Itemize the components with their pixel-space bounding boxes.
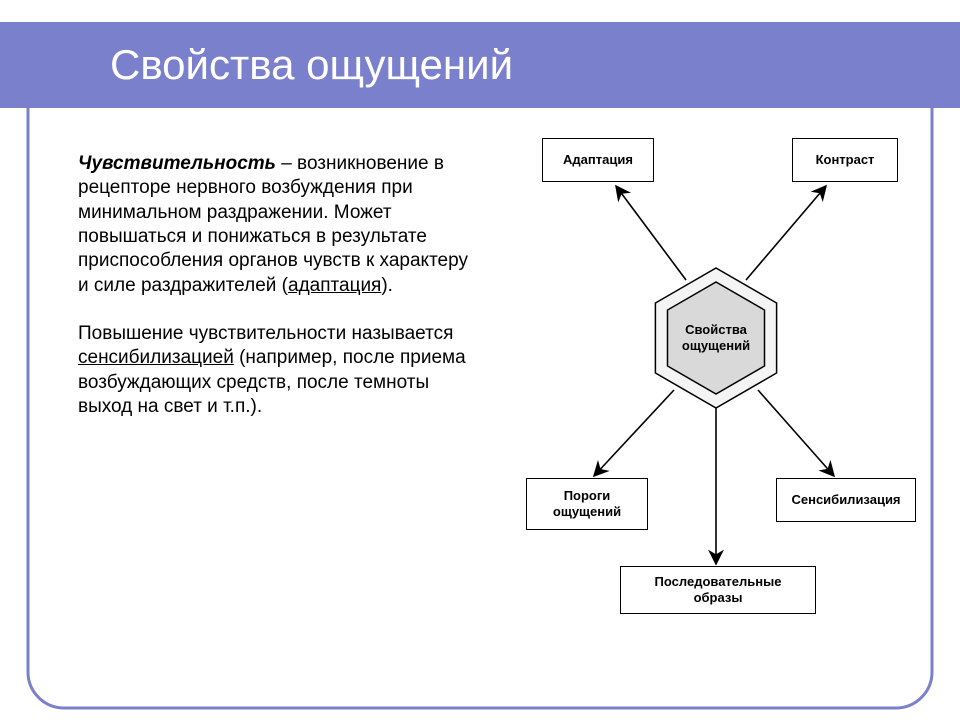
diagram-arrow bbox=[594, 390, 674, 476]
diagram-arrow bbox=[746, 186, 826, 280]
diagram-svg bbox=[496, 128, 936, 628]
node-sensitization: Сенсибилизация bbox=[776, 478, 916, 522]
keyword-sensitivity: Чувствительность bbox=[78, 153, 276, 174]
properties-diagram: Адаптация Контраст Порогиощущений Сенсибили… bbox=[496, 128, 936, 628]
node-adaptation: Адаптация bbox=[542, 138, 654, 182]
paragraph-sensitivity: Чувствительность – возникновение в рецеп… bbox=[78, 152, 476, 298]
diagram-arrow bbox=[616, 186, 686, 280]
node-contrast: Контраст bbox=[792, 138, 898, 182]
diagram-arrow bbox=[758, 390, 834, 476]
title-bar: Свойства ощущений bbox=[0, 22, 960, 108]
definition-block: Чувствительность – возникновение в рецеп… bbox=[78, 152, 476, 443]
paragraph-sensitization: Повышение чувствительности называется се… bbox=[78, 322, 476, 419]
term-adaptation: адаптация bbox=[288, 275, 381, 296]
node-thresholds: Порогиощущений bbox=[526, 478, 648, 530]
term-sensitization: сенсибилизацией bbox=[78, 347, 234, 368]
node-afterimages: Последовательныеобразы bbox=[620, 566, 816, 614]
hexagon-label: Свойстваощущений bbox=[666, 322, 766, 353]
slide-title: Свойства ощущений bbox=[110, 41, 513, 89]
